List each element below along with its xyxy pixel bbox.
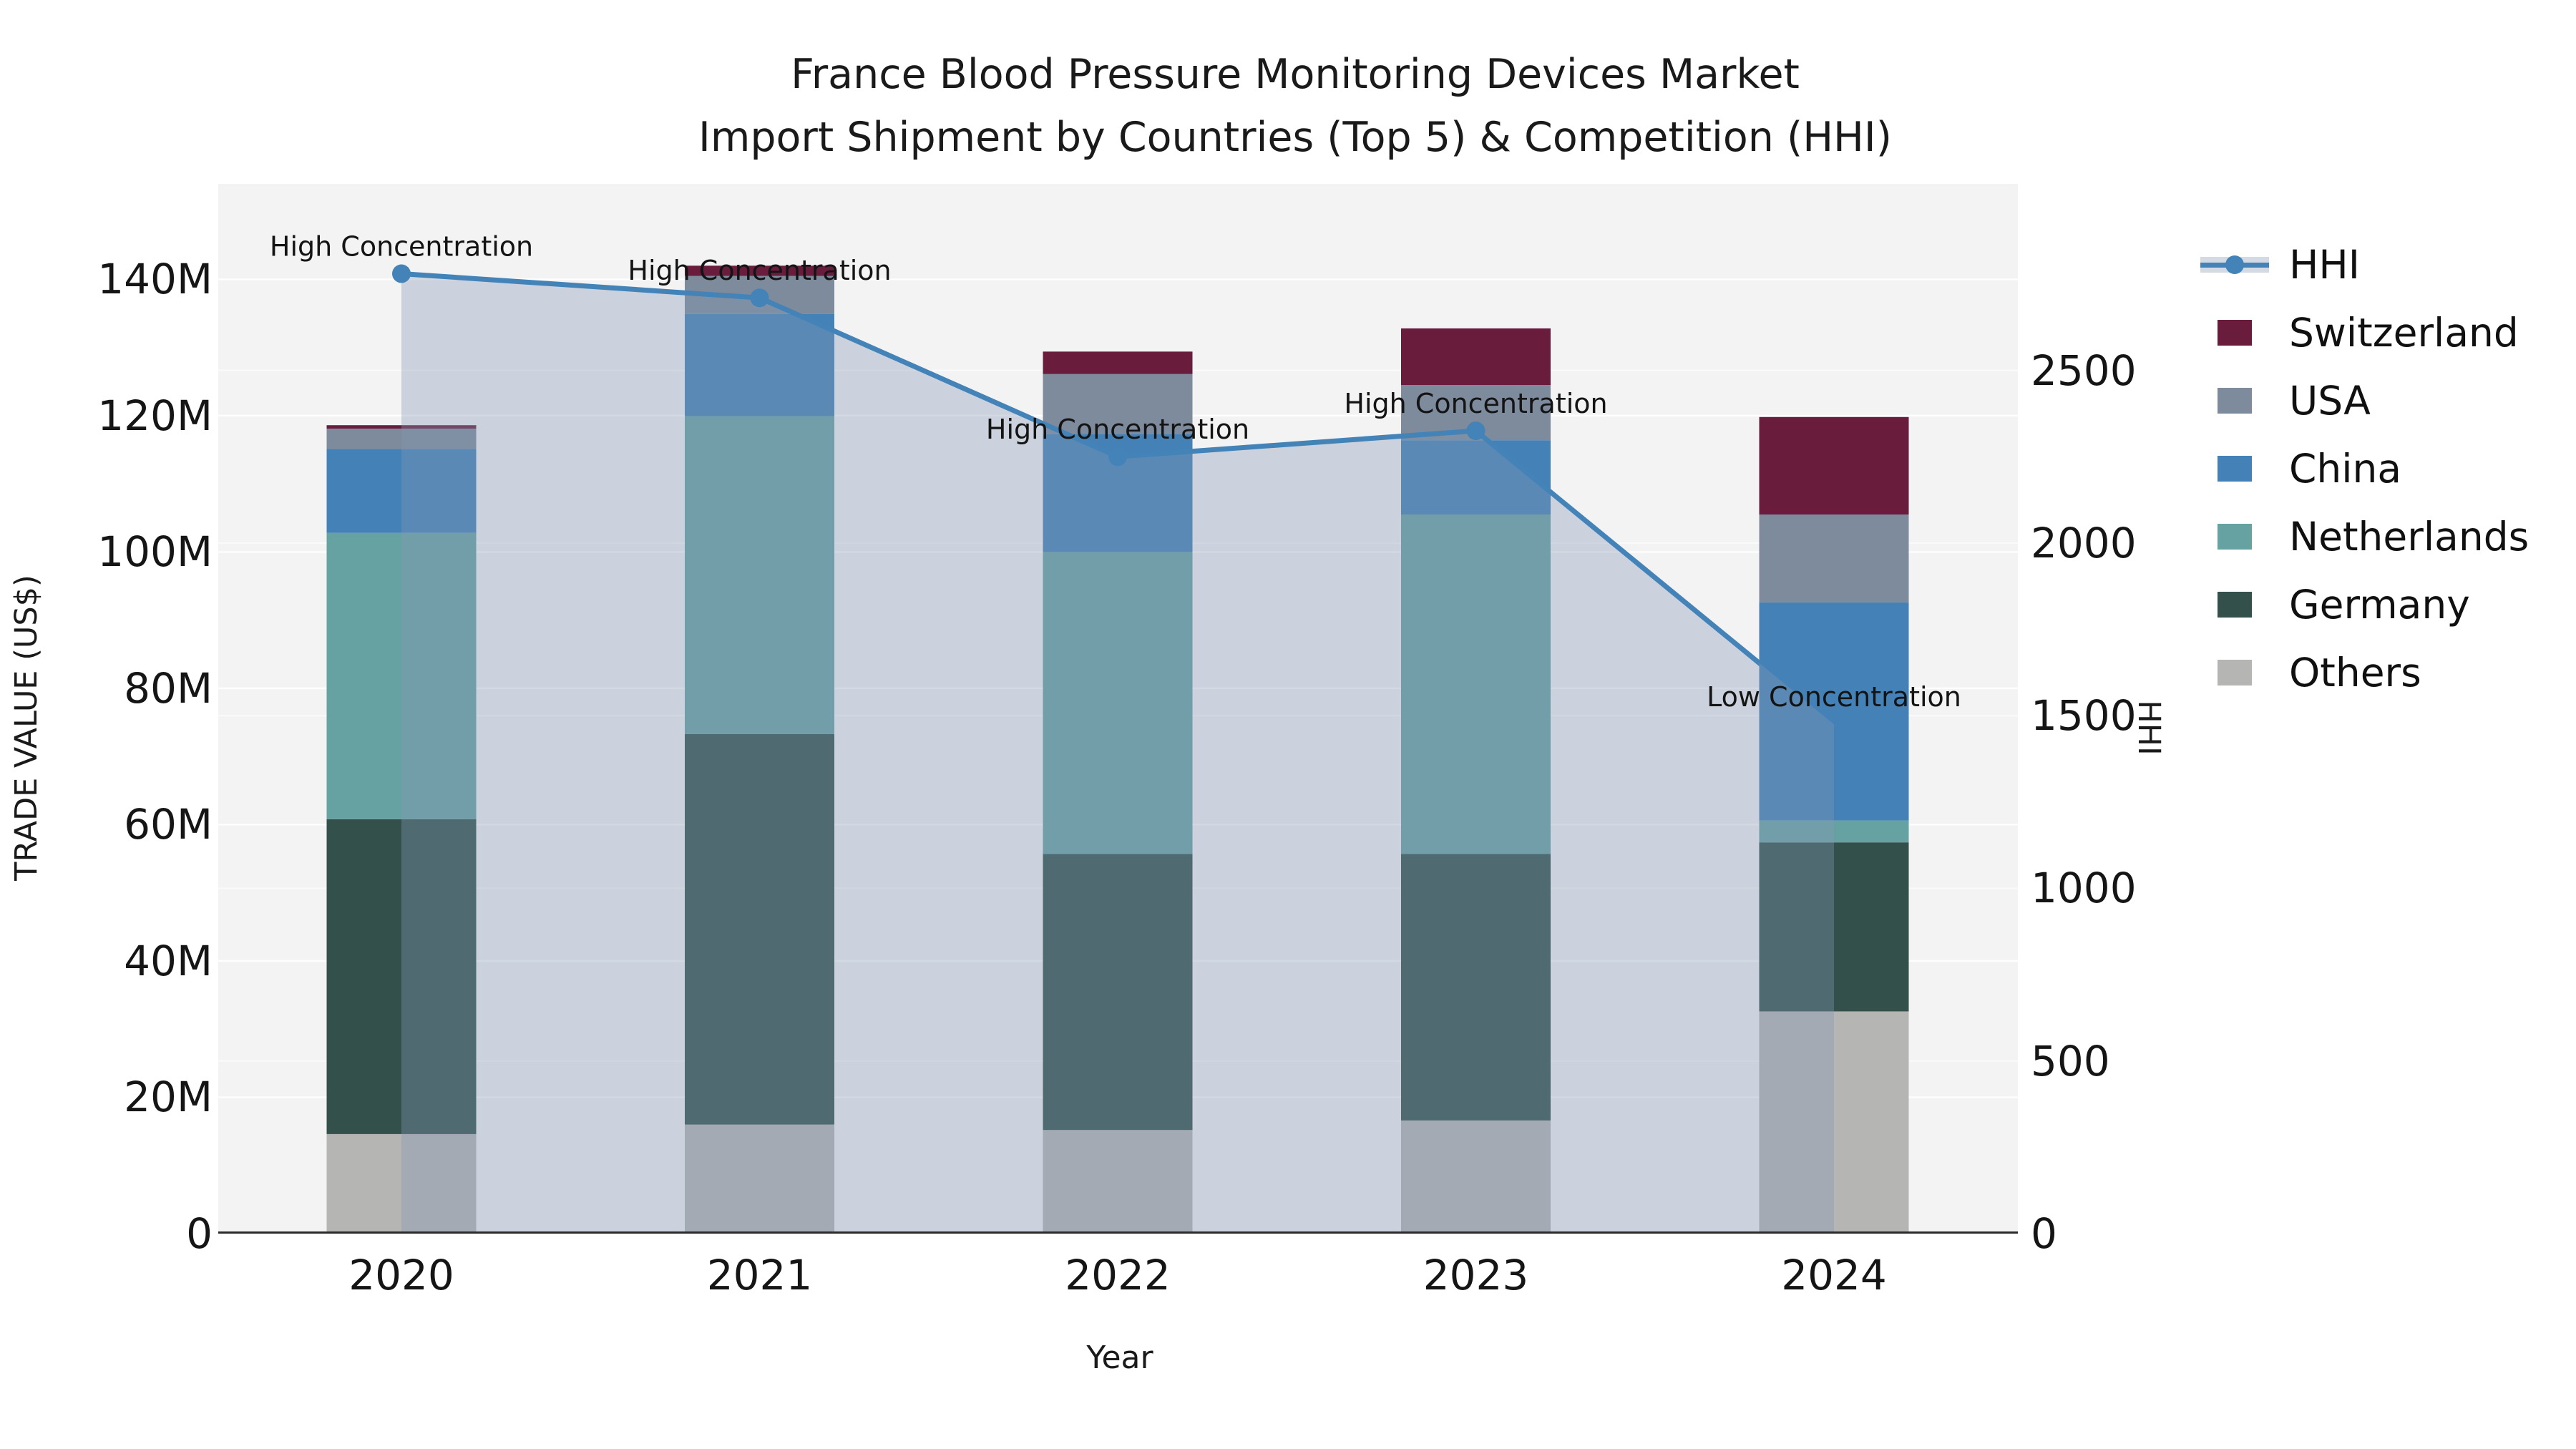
legend-label-hhi: HHI bbox=[2289, 241, 2360, 288]
bar-segment-2021-switzerland bbox=[685, 265, 834, 276]
legend-label-netherlands: Netherlands bbox=[2289, 513, 2529, 560]
bar-segment-2024-china bbox=[1759, 602, 1909, 821]
hhi-marker-2023 bbox=[1466, 421, 1485, 441]
legend-patch-netherlands bbox=[2218, 523, 2252, 550]
y-right-tick-label: 1500 bbox=[2031, 691, 2137, 741]
hhi-area-fill bbox=[401, 273, 1834, 1234]
bar-segment-2022-germany bbox=[1043, 854, 1193, 1131]
plot-area: High Concentration High Concentration High… bbox=[218, 184, 2018, 1234]
legend-label-switzerland: Switzerland bbox=[2289, 309, 2519, 356]
bar-segment-2020-others bbox=[326, 1133, 477, 1234]
legend-patch-switzerland bbox=[2218, 319, 2252, 346]
y-right-tick-label: 2500 bbox=[2031, 346, 2137, 395]
bar-segment-2022-others bbox=[1043, 1130, 1193, 1234]
bars bbox=[326, 265, 1909, 1234]
legend-label-usa: USA bbox=[2289, 377, 2371, 424]
bar-segment-2020-germany bbox=[326, 819, 477, 1134]
y-right-tick-label: 500 bbox=[2031, 1036, 2110, 1085]
color-swatch bbox=[2200, 453, 2269, 484]
legend-patch-others bbox=[2218, 659, 2252, 686]
legend-item-netherlands: Netherlands bbox=[2200, 502, 2529, 570]
legend: HHI Switzerland USA China Netherlands Germany… bbox=[2200, 230, 2529, 706]
bar-segment-2021-others bbox=[685, 1124, 834, 1234]
bar-segment-2021-netherlands bbox=[685, 416, 834, 734]
annotation-2022: High Concentration bbox=[986, 414, 1249, 445]
legend-patch-china bbox=[2218, 455, 2252, 482]
bar-segment-2022-usa bbox=[1043, 374, 1193, 434]
x-axis-title: Year bbox=[1086, 1340, 1153, 1376]
bar-segment-2024-netherlands bbox=[1759, 820, 1909, 843]
chart-title: France Blood Pressure Monitoring Devices… bbox=[222, 43, 2368, 169]
x-tick-label-2021: 2021 bbox=[706, 1251, 813, 1299]
hhi-marker-2022 bbox=[1108, 447, 1127, 467]
bar-segment-2023-others bbox=[1401, 1120, 1551, 1234]
y-left-tick-label: 0 bbox=[186, 1209, 213, 1258]
bar-segment-2022-netherlands bbox=[1043, 552, 1193, 854]
chart-title-line2: Import Shipment by Countries (Top 5) & C… bbox=[698, 114, 1892, 161]
legend-patch-usa bbox=[2218, 387, 2252, 414]
bar-segment-2020-china bbox=[326, 449, 477, 533]
bar-segment-2023-germany bbox=[1401, 854, 1551, 1121]
hhi-line-group bbox=[392, 264, 1760, 667]
x-tick-label-2023: 2023 bbox=[1423, 1251, 1529, 1299]
y-right-tick-label: 0 bbox=[2031, 1209, 2057, 1258]
annotation-2021: High Concentration bbox=[628, 255, 891, 286]
hhi-line-symbol bbox=[2200, 249, 2269, 280]
color-swatch bbox=[2200, 317, 2269, 348]
y-left-tick-label: 120M bbox=[97, 391, 213, 440]
annotation-2024: Low Concentration bbox=[1707, 681, 1961, 713]
legend-item-others: Others bbox=[2200, 638, 2529, 706]
y-left-tick-label: 20M bbox=[124, 1073, 213, 1122]
bar-segment-2023-netherlands bbox=[1401, 514, 1551, 854]
color-swatch bbox=[2200, 657, 2269, 688]
legend-patch-germany bbox=[2218, 591, 2252, 618]
y-left-tick-label: 40M bbox=[124, 936, 213, 985]
bar-segment-2023-china bbox=[1401, 440, 1551, 515]
chart-canvas: High Concentration High Concentration High… bbox=[218, 230, 2018, 1234]
bar-segment-2023-switzerland bbox=[1401, 328, 1551, 386]
x-tick-label-2022: 2022 bbox=[1065, 1251, 1171, 1299]
legend-item-switzerland: Switzerland bbox=[2200, 298, 2529, 366]
bar-segment-2024-germany bbox=[1759, 842, 1909, 1012]
x-tick-label-2020: 2020 bbox=[348, 1251, 454, 1299]
x-tick-label-2024: 2024 bbox=[1781, 1251, 1887, 1299]
bar-segment-2024-switzerland bbox=[1759, 416, 1909, 515]
bar-segment-2020-switzerland bbox=[326, 425, 477, 429]
annotation-2023: High Concentration bbox=[1344, 388, 1607, 419]
legend-item-china: China bbox=[2200, 434, 2529, 502]
color-swatch bbox=[2200, 589, 2269, 620]
y-left-tick-label: 80M bbox=[124, 663, 213, 713]
chart-title-line1: France Blood Pressure Monitoring Devices… bbox=[791, 51, 1800, 98]
bar-segment-2024-usa bbox=[1759, 514, 1909, 602]
legend-label-china: China bbox=[2289, 445, 2402, 492]
color-swatch bbox=[2200, 385, 2269, 416]
legend-item-germany: Germany bbox=[2200, 570, 2529, 638]
legend-label-others: Others bbox=[2289, 649, 2421, 696]
y-left-tick-label: 60M bbox=[124, 800, 213, 849]
hhi-marker-2020 bbox=[392, 264, 411, 283]
bar-segment-2021-china bbox=[685, 313, 834, 416]
y-left-tick-label: 100M bbox=[97, 527, 213, 577]
color-swatch bbox=[2200, 521, 2269, 552]
y-right-tick-label: 1000 bbox=[2031, 864, 2137, 913]
bar-segment-2022-switzerland bbox=[1043, 351, 1193, 374]
bar-segment-2020-netherlands bbox=[326, 532, 477, 819]
y-right-tick-label: 2000 bbox=[2031, 518, 2137, 567]
annotation-2020: High Concentration bbox=[270, 230, 533, 262]
y-left-tick-label: 140M bbox=[97, 255, 213, 304]
bar-segment-2024-others bbox=[1759, 1011, 1909, 1234]
hhi-marker-2021 bbox=[750, 288, 769, 308]
bar-segment-2020-usa bbox=[326, 428, 477, 449]
hhi-marker-icon bbox=[2225, 255, 2244, 274]
legend-item-usa: USA bbox=[2200, 366, 2529, 434]
legend-label-germany: Germany bbox=[2289, 581, 2470, 628]
bar-segment-2021-germany bbox=[685, 733, 834, 1125]
legend-item-hhi: HHI bbox=[2200, 230, 2529, 298]
